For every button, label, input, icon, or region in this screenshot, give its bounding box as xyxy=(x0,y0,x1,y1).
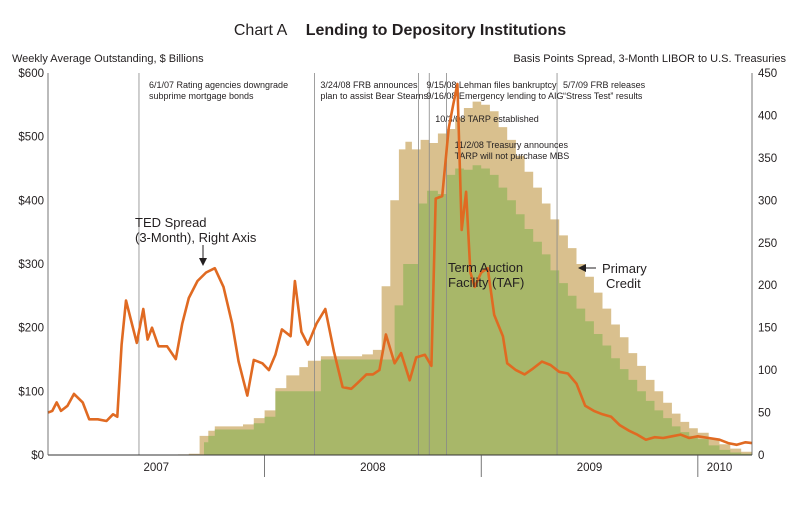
series-label-pc: Primary Credit xyxy=(602,261,647,291)
right-tick-label: 450 xyxy=(758,68,777,80)
right-tick-label: 150 xyxy=(758,323,777,335)
right-tick-label: 300 xyxy=(758,195,777,207)
pc-label-arrowhead xyxy=(578,264,586,272)
left-tick-label: $300 xyxy=(18,259,44,271)
right-tick-label: 250 xyxy=(758,238,777,250)
chart-title: Lending to Depository Institutions xyxy=(305,22,567,39)
series-label-ted: TED Spread (3-Month), Right Axis xyxy=(135,215,257,245)
event-annotation: 6/1/07 Rating agencies downgrade subprime… xyxy=(149,80,288,101)
chart-title-row: Chart A Lending to Depository Institutio… xyxy=(0,22,800,40)
chart-label: Chart A xyxy=(233,22,288,39)
right-tick-label: 100 xyxy=(758,365,777,377)
event-annotation: 11/2/08 Treasury announces TARP will not … xyxy=(455,140,570,161)
left-axis-caption: Weekly Average Outstanding, $ Billions xyxy=(12,53,204,65)
left-tick-label: $100 xyxy=(18,386,44,398)
series-label-taf: Term Auction Facility (TAF) xyxy=(448,260,524,290)
right-tick-label: 0 xyxy=(758,450,764,462)
event-annotation: 9/15/08 Lehman files bankruptcy 9/16/08 E… xyxy=(426,80,563,101)
ted-spread-line xyxy=(47,82,753,447)
left-tick-label: $600 xyxy=(18,68,44,80)
event-annotation: 3/24/08 FRB announces plan to assist Bear… xyxy=(320,80,428,101)
left-tick-label: $500 xyxy=(18,132,44,144)
right-tick-label: 400 xyxy=(758,110,777,122)
year-label: 2009 xyxy=(577,462,603,474)
ted-label-arrowhead xyxy=(199,258,207,266)
year-label: 2008 xyxy=(360,462,386,474)
left-tick-label: $400 xyxy=(18,195,44,207)
right-axis-caption: Basis Points Spread, 3-Month LIBOR to U.… xyxy=(513,53,786,65)
left-tick-label: $0 xyxy=(31,450,44,462)
event-annotation: 5/7/09 FRB releases “Stress Test” results xyxy=(563,80,646,101)
right-tick-label: 200 xyxy=(758,280,777,292)
year-label: 2007 xyxy=(144,462,170,474)
right-tick-label: 350 xyxy=(758,153,777,165)
right-tick-label: 50 xyxy=(758,408,771,420)
year-label: 2010 xyxy=(707,462,733,474)
left-tick-label: $200 xyxy=(18,323,44,335)
event-annotation: 10/3/08 TARP established xyxy=(435,114,539,124)
